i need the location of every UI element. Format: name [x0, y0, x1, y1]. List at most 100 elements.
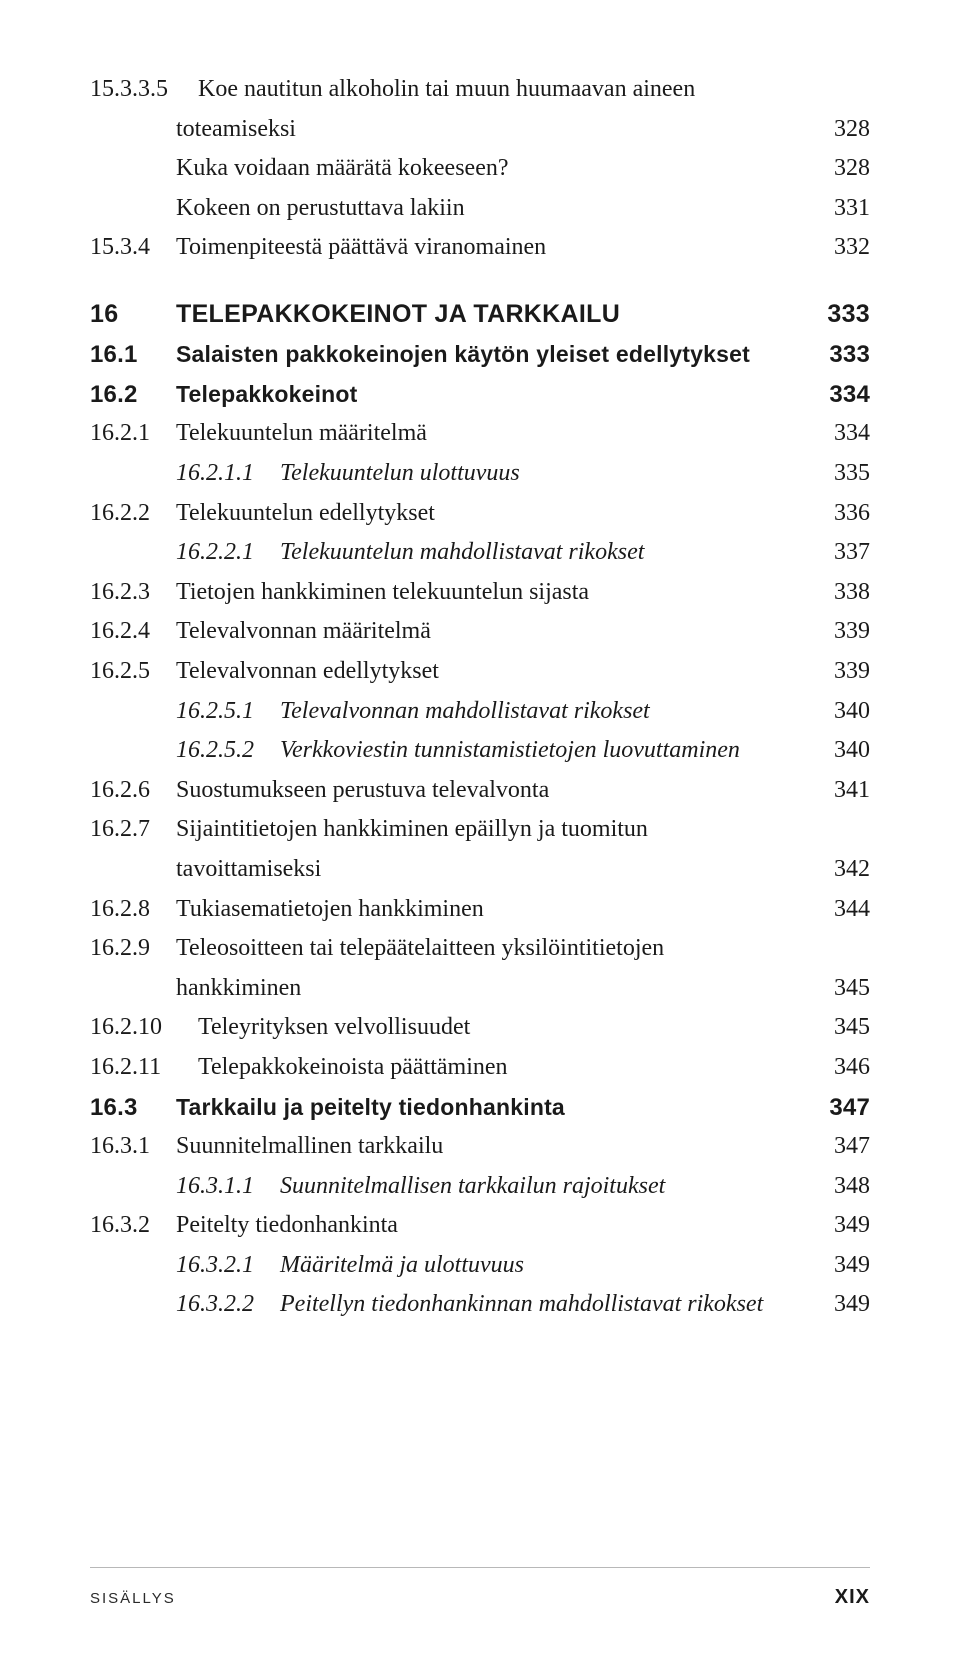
toc-title: Telekuuntelun ulottuvuus	[280, 454, 520, 494]
toc-title: Verkkoviestin tunnistamistietojen luovut…	[280, 731, 740, 771]
toc-page-number: 334	[810, 414, 870, 454]
toc-entry: 16.2.1.1Telekuuntelun ulottuvuus335	[90, 454, 870, 494]
toc-title: Kuka voidaan määrätä kokeeseen?	[176, 149, 509, 189]
toc-entry-left: 16.2.1Telekuuntelun määritelmä	[90, 414, 810, 454]
toc-entry-left: 16.1Salaisten pakkokeinojen käytön yleis…	[90, 335, 810, 375]
toc-title: Telekuuntelun edellytykset	[176, 494, 435, 534]
toc-entry: 16.2.5.1Televalvonnan mahdollistavat rik…	[90, 692, 870, 732]
toc-entry-left: hankkiminen	[90, 969, 810, 1009]
toc-number: 16.2.7	[90, 810, 176, 850]
toc-number: 16.2.1.1	[176, 454, 280, 494]
toc-entry-left: 16.2.8Tukiasematietojen hankkiminen	[90, 890, 810, 930]
toc-entry-left: 16.3.1Suunnitelmallinen tarkkailu	[90, 1127, 810, 1167]
toc-entry: Kuka voidaan määrätä kokeeseen? 328	[90, 149, 870, 189]
toc-title: Telekuuntelun määritelmä	[176, 414, 427, 454]
toc-title: Televalvonnan mahdollistavat rikokset	[280, 692, 650, 732]
toc-title: Peitelty tiedonhankinta	[176, 1206, 398, 1246]
toc-title: Televalvonnan määritelmä	[176, 612, 431, 652]
toc-entry-left: 15.3.3.5Koe nautitun alkoholin tai muun …	[90, 70, 810, 110]
toc-entry-left: 16.2.11Telepakkokeinoista päättäminen	[90, 1048, 810, 1088]
toc-title: Sijaintitietojen hankkiminen epäillyn ja…	[176, 810, 648, 850]
toc-entry-left: toteamiseksi	[90, 110, 810, 150]
toc-number: 16.3.2	[90, 1206, 176, 1246]
toc-number: 16.2.6	[90, 771, 176, 811]
toc-entry: hankkiminen345	[90, 969, 870, 1009]
toc-entry-left: 16.2.6Suostumukseen perustuva televalvon…	[90, 771, 810, 811]
toc-number: 16.2.9	[90, 929, 176, 969]
toc-page-number: 345	[810, 969, 870, 1009]
toc-page-number: 344	[810, 890, 870, 930]
toc-entry-left: 16.3.2Peitelty tiedonhankinta	[90, 1206, 810, 1246]
toc-page-number: 338	[810, 573, 870, 613]
toc-number: 16.3	[90, 1088, 176, 1128]
toc-page-number: 345	[810, 1008, 870, 1048]
toc-entry-left: 15.3.4Toimenpiteestä päättävä viranomain…	[90, 228, 810, 268]
toc-number: 16.2.5.1	[176, 692, 280, 732]
toc-entry: 16.2.3Tietojen hankkiminen telekuuntelun…	[90, 573, 870, 613]
toc-title: TELEPAKKOKEINOT JA TARKKAILU	[176, 294, 620, 335]
toc-entry-left: Kuka voidaan määrätä kokeeseen?	[90, 149, 810, 189]
toc-number: 16.2.2	[90, 494, 176, 534]
toc-entry: 16.2.9Teleosoitteen tai telepäätelaittee…	[90, 929, 870, 969]
toc-title: Tietojen hankkiminen telekuuntelun sijas…	[176, 573, 589, 613]
toc-page-number: 328	[810, 149, 870, 189]
toc-page-number: 336	[810, 494, 870, 534]
toc-number: 16.2.2.1	[176, 533, 280, 573]
toc-entry-left: 16.2.5Televalvonnan edellytykset	[90, 652, 810, 692]
toc-number: 16.2.3	[90, 573, 176, 613]
toc-entry-left: 16.2.3Tietojen hankkiminen telekuuntelun…	[90, 573, 810, 613]
toc-entry: 16.3.1.1Suunnitelmallisen tarkkailun raj…	[90, 1167, 870, 1207]
toc-entry-left: 16.2.2Telekuuntelun edellytykset	[90, 494, 810, 534]
toc-page-number: 349	[810, 1246, 870, 1286]
toc-entry: 16.2.1Telekuuntelun määritelmä334	[90, 414, 870, 454]
toc-title: Telepakkokeinoista päättäminen	[198, 1048, 508, 1088]
toc-entry: 16.1Salaisten pakkokeinojen käytön yleis…	[90, 335, 870, 375]
toc-page-number: 328	[810, 110, 870, 150]
toc-entry-left: 16.2.4Televalvonnan määritelmä	[90, 612, 810, 652]
toc-number: 16.3.2.1	[176, 1246, 280, 1286]
toc-page-number: 340	[810, 692, 870, 732]
toc-title: Peitellyn tiedonhankinnan mahdollistavat…	[280, 1285, 763, 1325]
toc-entry: 15.3.3.5Koe nautitun alkoholin tai muun …	[90, 70, 870, 110]
toc-page-number: 346	[810, 1048, 870, 1088]
toc-number: 16.2.11	[90, 1048, 198, 1088]
toc-entry: 16.3.2.1Määritelmä ja ulottuvuus349	[90, 1246, 870, 1286]
toc-number: 15.3.4	[90, 228, 176, 268]
toc-entry-left: 16.2.5.1Televalvonnan mahdollistavat rik…	[90, 692, 810, 732]
toc-number: 16.3.2.2	[176, 1285, 280, 1325]
toc-entry-left: tavoittamiseksi	[90, 850, 810, 890]
toc-entry: Kokeen on perustuttava lakiin331	[90, 189, 870, 229]
toc-page-number: 347	[810, 1088, 870, 1128]
toc-title: Salaisten pakkokeinojen käytön yleiset e…	[176, 336, 750, 374]
toc-page-number: 347	[810, 1127, 870, 1167]
toc-title: Suostumukseen perustuva televalvonta	[176, 771, 549, 811]
toc-title: toteamiseksi	[176, 110, 296, 150]
toc-entry: 16.2.11Telepakkokeinoista päättäminen346	[90, 1048, 870, 1088]
toc-number: 16.3.1	[90, 1127, 176, 1167]
toc-entry: 16.2.6Suostumukseen perustuva televalvon…	[90, 771, 870, 811]
toc-entry: 16.2.2.1Telekuuntelun mahdollistavat rik…	[90, 533, 870, 573]
toc-entry: 16.3.2Peitelty tiedonhankinta349	[90, 1206, 870, 1246]
footer-page-number: XIX	[835, 1586, 870, 1609]
toc-entry: 16.2.4Televalvonnan määritelmä339	[90, 612, 870, 652]
toc-entry-left: Kokeen on perustuttava lakiin	[90, 189, 810, 229]
toc-page-number: 334	[810, 375, 870, 415]
toc-title: Määritelmä ja ulottuvuus	[280, 1246, 524, 1286]
toc-page-number: 340	[810, 731, 870, 771]
toc-number: 16.2.5.2	[176, 731, 280, 771]
toc-title: tavoittamiseksi	[176, 850, 321, 890]
page-footer: SISÄLLYS XIX	[90, 1567, 870, 1609]
toc-number: 16.2	[90, 375, 176, 415]
toc-title: Tukiasematietojen hankkiminen	[176, 890, 484, 930]
toc-number: 16.3.1.1	[176, 1167, 280, 1207]
toc-page-number: 341	[810, 771, 870, 811]
toc-entry: 15.3.4Toimenpiteestä päättävä viranomain…	[90, 228, 870, 268]
toc-entry-left: 16.3.2.1Määritelmä ja ulottuvuus	[90, 1246, 810, 1286]
toc-page-number: 333	[810, 335, 870, 375]
section-gap	[90, 268, 870, 294]
toc-page-number: 342	[810, 850, 870, 890]
toc-number: 16	[90, 294, 176, 335]
toc-entry-left: 16.2.10Teleyrityksen velvollisuudet	[90, 1008, 810, 1048]
toc-entry-left: 16TELEPAKKOKEINOT JA TARKKAILU	[90, 294, 810, 335]
toc-title: Suunnitelmallinen tarkkailu	[176, 1127, 443, 1167]
